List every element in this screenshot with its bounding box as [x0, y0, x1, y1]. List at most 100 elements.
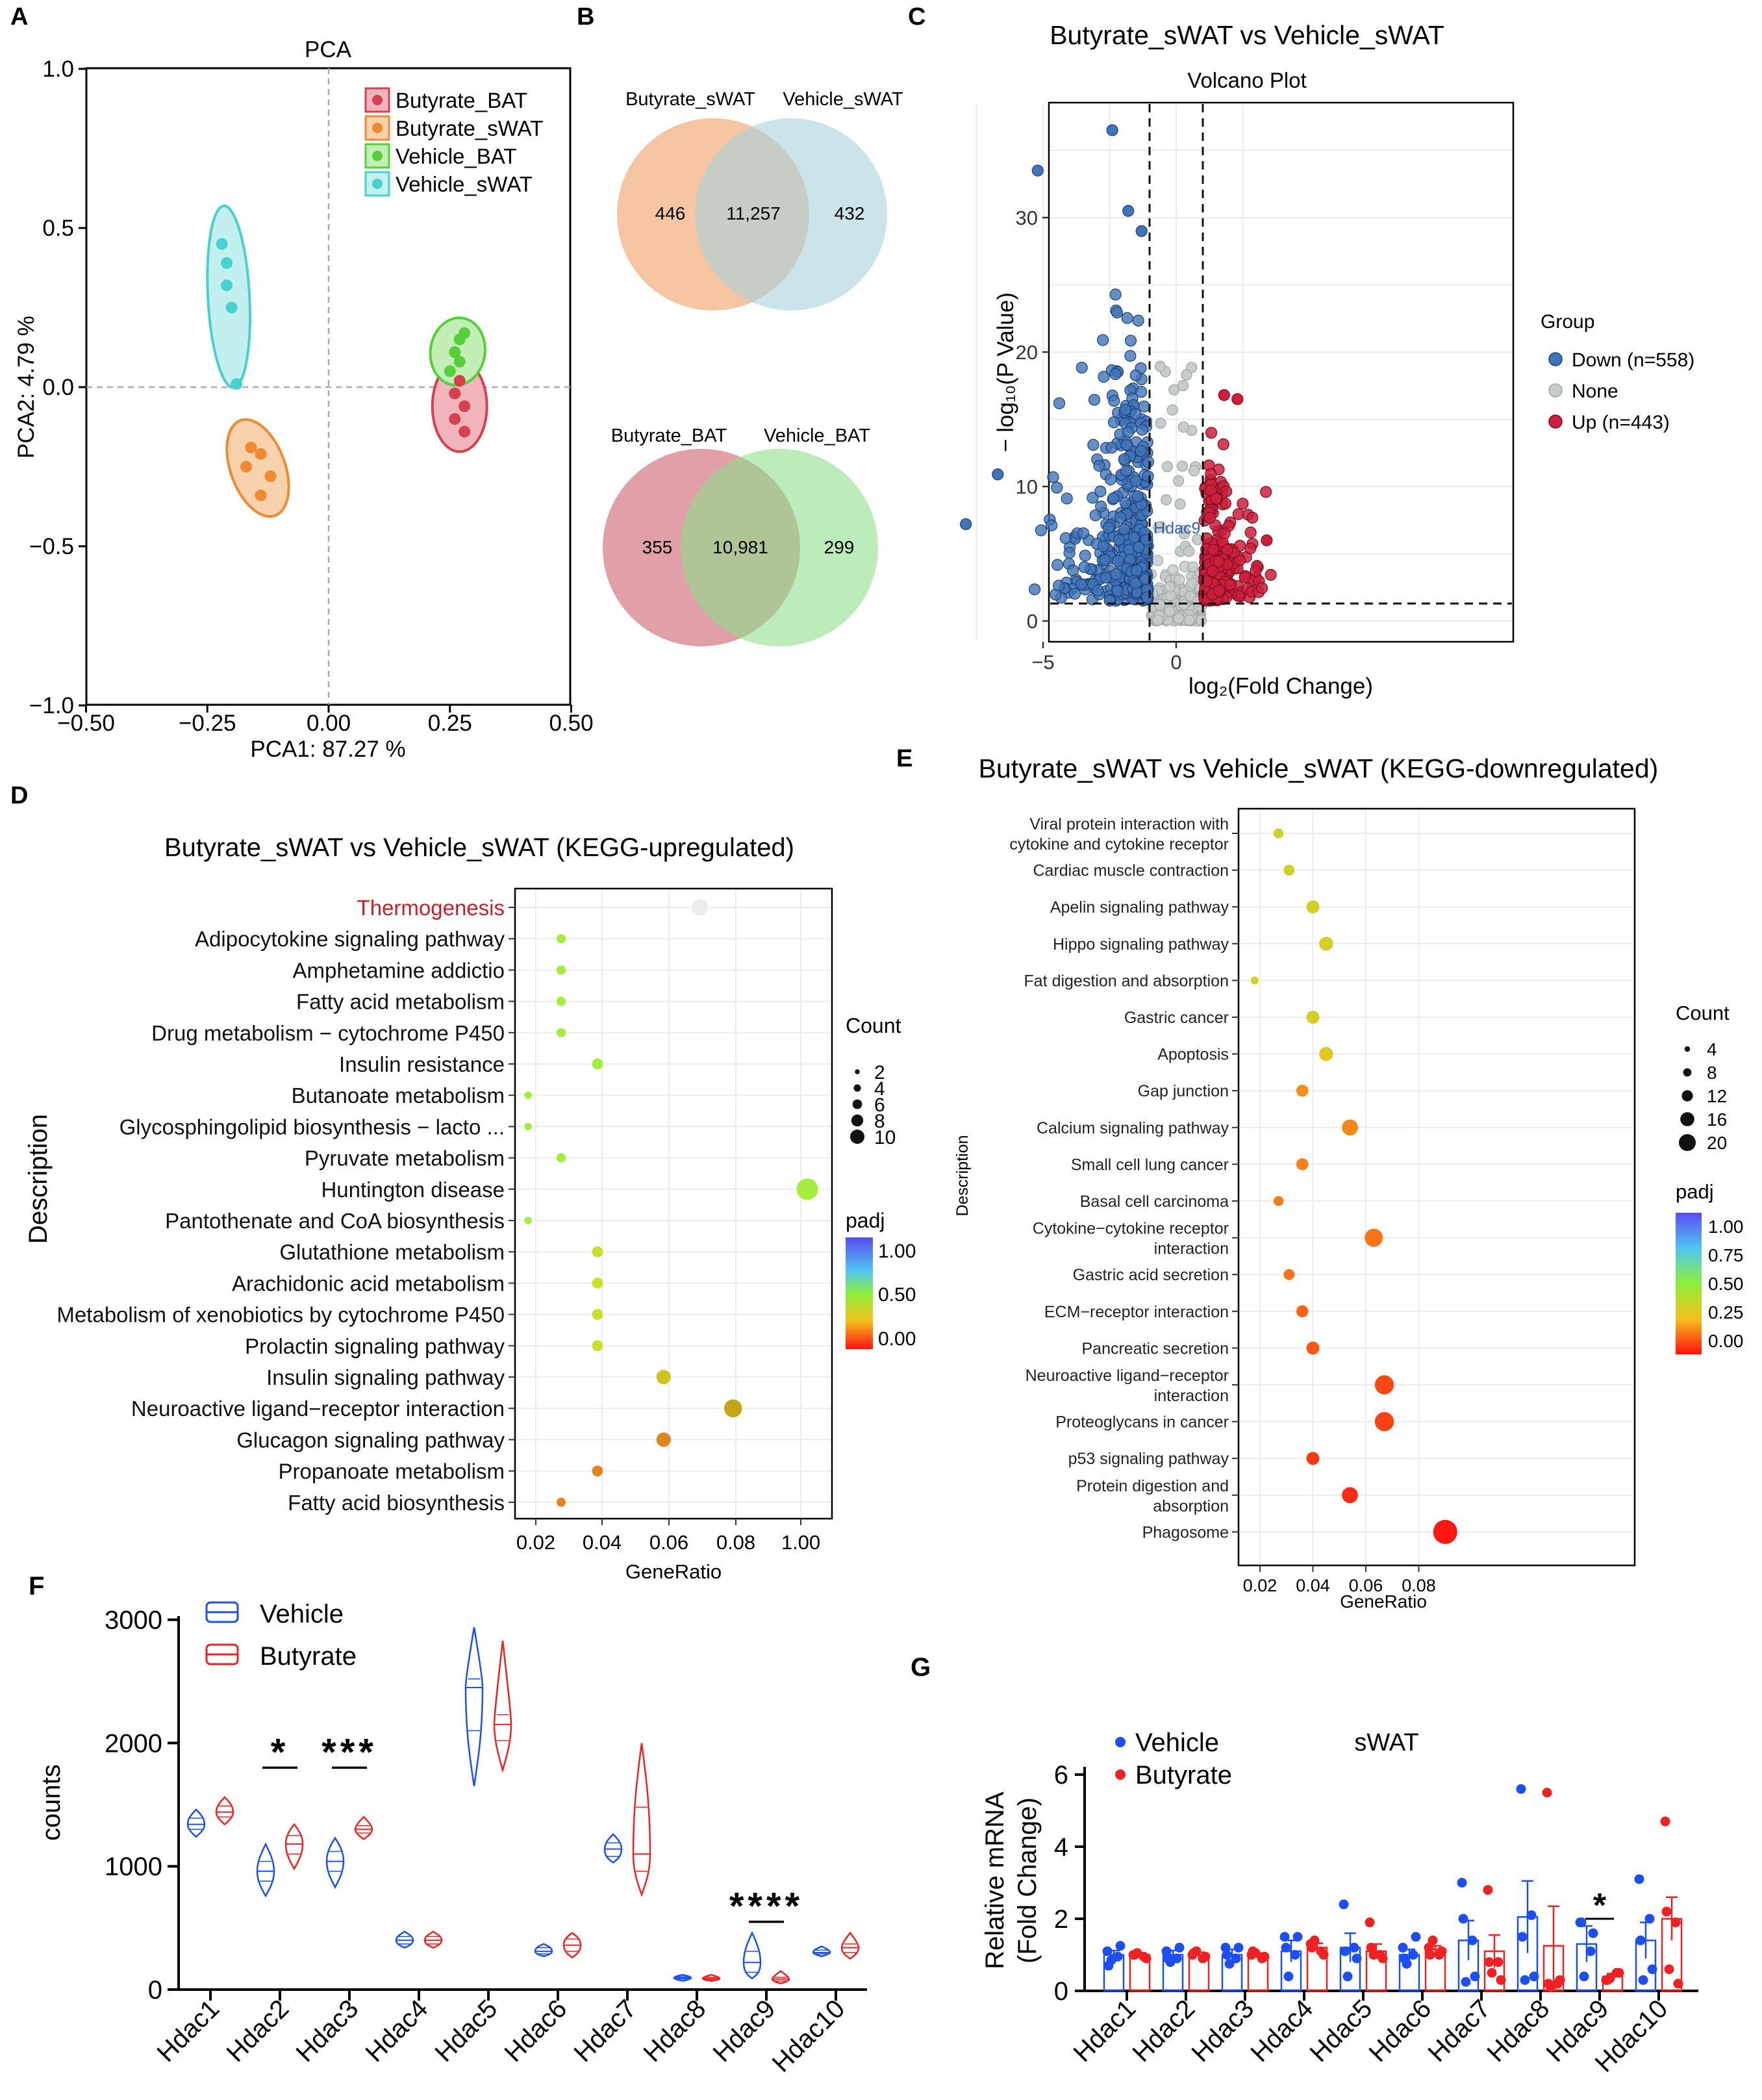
kegg-down-pathway-label: Proteoglycans in cancer — [1055, 1413, 1229, 1432]
volcano-point-down — [1124, 349, 1137, 362]
kegg-down-x-tick-label: 0.02 — [1243, 1576, 1277, 1595]
kegg-down-pathway-label: absorption — [1153, 1497, 1229, 1515]
bar-point-butyrate — [1670, 1917, 1681, 1928]
bar-point-butyrate — [1365, 1917, 1375, 1928]
volcano-point-down — [1124, 335, 1137, 347]
violin-y-tick-label: 3000 — [105, 1606, 162, 1635]
violin-butyrate — [493, 1640, 512, 1773]
volcano-point-none — [1177, 380, 1189, 392]
violin-vehicle — [464, 1626, 484, 1787]
volcano-point-down — [1035, 524, 1048, 537]
bar-point-butyrate — [1129, 1950, 1140, 1960]
violin-category-label: Hdac10 — [767, 1994, 851, 2078]
bar-point-butyrate — [1248, 1946, 1258, 1956]
kegg-down-dot — [1283, 865, 1295, 876]
volcano-point-up — [1260, 486, 1272, 498]
kegg-down-plot-frame — [1237, 807, 1636, 1567]
volcano-point-up — [1200, 575, 1213, 587]
violin-category-label: Hdac5 — [429, 1994, 503, 2068]
volcano-point-down — [1053, 397, 1066, 409]
kegg-up-count-legend-label: 2 — [874, 1062, 885, 1083]
bar-point-butyrate — [1496, 1975, 1506, 1985]
volcano-point-down — [1109, 288, 1122, 301]
kegg-down-pathway-label: Cytokine−cytokine receptor — [1033, 1220, 1229, 1238]
kegg-down-count-legend-label: 8 — [1707, 1063, 1717, 1083]
violin-butyrate — [771, 1969, 790, 1984]
bar-category-label: Hdac5 — [1304, 1994, 1378, 2068]
volcano-point-down — [1094, 485, 1107, 498]
volcano-point-none — [1181, 369, 1192, 381]
volcano-point-down — [1097, 540, 1109, 552]
kegg-up-count-legend-dot — [855, 1069, 860, 1074]
violin-vehicle — [256, 1842, 275, 1898]
pca-legend-label: Vehicle_sWAT — [396, 172, 533, 196]
kegg-up-y-label: Description — [24, 1114, 53, 1244]
pca-x-tick-label: 0.50 — [549, 711, 593, 736]
pca-legend-dot — [372, 151, 383, 161]
violin-legend: Vehicle Butyrate — [205, 1600, 357, 1671]
volcano-point-down — [1089, 509, 1101, 522]
kegg-down-pathway-label: cytokine and cytokine receptor — [1009, 835, 1229, 854]
volcano-point-none — [1155, 417, 1166, 429]
kegg-up-dot — [556, 996, 566, 1006]
violin-significance-stars: * — [271, 1731, 290, 1773]
violin-vehicle — [325, 1836, 345, 1890]
volcano-point-up — [1221, 544, 1233, 556]
volcano-point-down — [1119, 497, 1132, 509]
volcano-point-up — [1218, 527, 1231, 540]
violin-butyrate — [284, 1823, 304, 1871]
bar-point-butyrate — [1660, 1816, 1670, 1827]
bar-y-ticks: 0 2 4 6 — [1054, 1761, 1085, 2006]
bar-point-vehicle — [1517, 1932, 1528, 1942]
kegg-down-pathway-label: Cardiac muscle contraction — [1033, 862, 1229, 880]
kegg-up-title: Butyrate_sWAT vs Vehicle_sWAT (KEGG-upre… — [164, 833, 794, 862]
volcano-point-down — [1066, 564, 1079, 577]
bar-point-butyrate — [1555, 1975, 1565, 1985]
volcano-point-none — [1174, 574, 1185, 586]
bar-point-vehicle — [1398, 1942, 1408, 1953]
bar-point-vehicle — [1520, 1975, 1530, 1985]
kegg-down-count-legend-dot — [1680, 1112, 1694, 1126]
volcano-point-none — [1152, 555, 1164, 566]
bar-point-vehicle — [1103, 1960, 1114, 1971]
panel-c-volcano: C Butyrate_sWAT vs Vehicle_sWAT Volcano … — [908, 3, 1694, 699]
kegg-down-dot — [1319, 1046, 1333, 1061]
pca-x-tick-label: 0.25 — [428, 711, 472, 736]
kegg-up-count-legend-dot — [853, 1084, 861, 1092]
bar-point-vehicle — [1635, 1935, 1646, 1945]
pca-y-ticks: −1.0 −0.5 0.0 0.5 1.0 — [29, 57, 86, 718]
bars — [1102, 1784, 1683, 1992]
volcano-grid — [975, 104, 1512, 640]
pca-points — [216, 238, 471, 501]
kegg-down-x-tick-label: 0.04 — [1296, 1576, 1330, 1595]
violin-vehicle — [742, 1930, 762, 1980]
pca-point-vehicle-bat — [453, 355, 466, 368]
violin-category-label: Hdac3 — [290, 1994, 364, 2068]
volcano-y-tick-label: 30 — [1016, 207, 1038, 229]
violin-category-label: Hdac8 — [638, 1994, 711, 2068]
kegg-up-x-tick-label: 1.00 — [781, 1531, 820, 1554]
volcano-point-down — [1079, 550, 1091, 562]
bar-point-butyrate — [1366, 1942, 1376, 1953]
volcano-thresholds — [1050, 104, 1512, 640]
panel-label-f: F — [29, 1572, 44, 1600]
pca-point-vehicle-bat — [444, 365, 456, 377]
violin-vehicle — [673, 1973, 692, 1982]
volcano-point-outlier — [1031, 164, 1044, 177]
kegg-down-dot — [1365, 1228, 1383, 1247]
volcano-point-up — [1213, 555, 1225, 568]
volcano-point-down — [1102, 522, 1115, 534]
volcano-point-down — [1129, 475, 1142, 487]
kegg-up-count-legend-label: 10 — [874, 1127, 896, 1148]
kegg-down-dot — [1296, 1305, 1309, 1318]
bar-y-tick-label: 0 — [1054, 1977, 1068, 2006]
volcano-point-none — [1164, 605, 1176, 617]
bar-point-vehicle — [1339, 1899, 1349, 1910]
volcano-point-none — [1161, 461, 1174, 472]
kegg-down-dot — [1283, 1269, 1295, 1280]
volcano-point-up — [1237, 498, 1249, 510]
venn1-shared-count: 11,257 — [726, 203, 781, 223]
pca-point-butyrate-bat — [459, 425, 471, 438]
kegg-down-pathway-label: Gastric cancer — [1124, 1009, 1229, 1027]
